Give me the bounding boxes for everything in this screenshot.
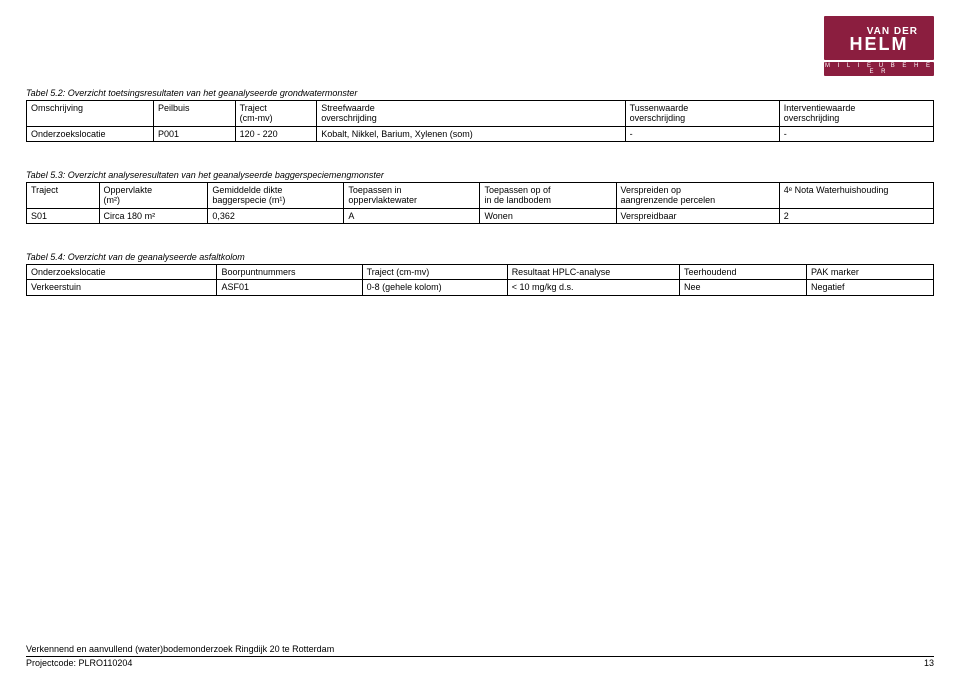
table53-caption: Tabel 5.3: Overzicht analyseresultaten v… xyxy=(26,170,934,180)
table53-h6: 4ᵉ Nota Waterhuishouding xyxy=(779,183,933,209)
page-content: Tabel 5.2: Overzicht toetsingsresultaten… xyxy=(26,70,934,296)
table52-caption: Tabel 5.2: Overzicht toetsingsresultaten… xyxy=(26,88,934,98)
table53-row: S01 Circa 180 m² 0,362 A Wonen Verspreid… xyxy=(27,208,934,223)
table53-c5: Verspreidbaar xyxy=(616,208,779,223)
table54-c1: ASF01 xyxy=(217,280,362,295)
table52-row: Onderzoekslocatie P001 120 - 220 Kobalt,… xyxy=(27,126,934,141)
table52-c2: 120 - 220 xyxy=(235,126,317,141)
table53-header: Traject Oppervlakte(m²) Gemiddelde dikte… xyxy=(27,183,934,209)
table54-header: Onderzoekslocatie Boorpuntnummers Trajec… xyxy=(27,265,934,280)
table54-row: Verkeerstuin ASF01 0-8 (gehele kolom) < … xyxy=(27,280,934,295)
table54-h2: Traject (cm-mv) xyxy=(362,265,507,280)
table53-c1: Circa 180 m² xyxy=(99,208,208,223)
table54-h5: PAK marker xyxy=(806,265,933,280)
table52-header: Omschrijving Peilbuis Traject(cm-mv) Str… xyxy=(27,101,934,127)
table53-c3: A xyxy=(344,208,480,223)
table53-c4: Wonen xyxy=(480,208,616,223)
page-footer: Verkennend en aanvullend (water)bodemond… xyxy=(26,644,934,668)
table53-h0: Traject xyxy=(27,183,100,209)
footer-line: Projectcode: PLRO110204 13 xyxy=(26,656,934,668)
table53-h1: Oppervlakte(m²) xyxy=(99,183,208,209)
table54-c4: Nee xyxy=(680,280,807,295)
table54-h3: Resultaat HPLC-analyse xyxy=(507,265,679,280)
table53-h2: Gemiddelde diktebaggerspecie (m¹) xyxy=(208,183,344,209)
table53-h4: Toepassen op ofin de landbodem xyxy=(480,183,616,209)
table53-c2: 0,362 xyxy=(208,208,344,223)
table53-c0: S01 xyxy=(27,208,100,223)
table52-h0: Omschrijving xyxy=(27,101,154,127)
table53-h5: Verspreiden opaangrenzende percelen xyxy=(616,183,779,209)
logo-line2: HELM xyxy=(850,38,909,51)
table52-h1: Peilbuis xyxy=(153,101,235,127)
logo-main: VAN DER HELM xyxy=(824,16,934,60)
footer-title: Verkennend en aanvullend (water)bodemond… xyxy=(26,644,934,654)
table53: Traject Oppervlakte(m²) Gemiddelde dikte… xyxy=(26,182,934,224)
table53-c6: 2 xyxy=(779,208,933,223)
table52-c1: P001 xyxy=(153,126,235,141)
table52-c5: - xyxy=(779,126,933,141)
table54-h4: Teerhoudend xyxy=(680,265,807,280)
table52-h3: Streefwaardeoverschrijding xyxy=(317,101,625,127)
table52-c3: Kobalt, Nikkel, Barium, Xylenen (som) xyxy=(317,126,625,141)
footer-projectcode: Projectcode: PLRO110204 xyxy=(26,658,132,668)
brand-logo: VAN DER HELM M I L I E U B E H E E R xyxy=(824,16,934,76)
table54: Onderzoekslocatie Boorpuntnummers Trajec… xyxy=(26,264,934,296)
table54-h0: Onderzoekslocatie xyxy=(27,265,217,280)
table52: Omschrijving Peilbuis Traject(cm-mv) Str… xyxy=(26,100,934,142)
table54-caption: Tabel 5.4: Overzicht van de geanalyseerd… xyxy=(26,252,934,262)
table54-c5: Negatief xyxy=(806,280,933,295)
table54-c2: 0-8 (gehele kolom) xyxy=(362,280,507,295)
table52-h4: Tussenwaardeoverschrijding xyxy=(625,101,779,127)
table54-c0: Verkeerstuin xyxy=(27,280,217,295)
table52-c0: Onderzoekslocatie xyxy=(27,126,154,141)
table54-h1: Boorpuntnummers xyxy=(217,265,362,280)
table52-h5: Interventiewaardeoverschrijding xyxy=(779,101,933,127)
footer-pagenum: 13 xyxy=(924,658,934,668)
table52-c4: - xyxy=(625,126,779,141)
table52-h2: Traject(cm-mv) xyxy=(235,101,317,127)
table54-c3: < 10 mg/kg d.s. xyxy=(507,280,679,295)
table53-h3: Toepassen inoppervlaktewater xyxy=(344,183,480,209)
